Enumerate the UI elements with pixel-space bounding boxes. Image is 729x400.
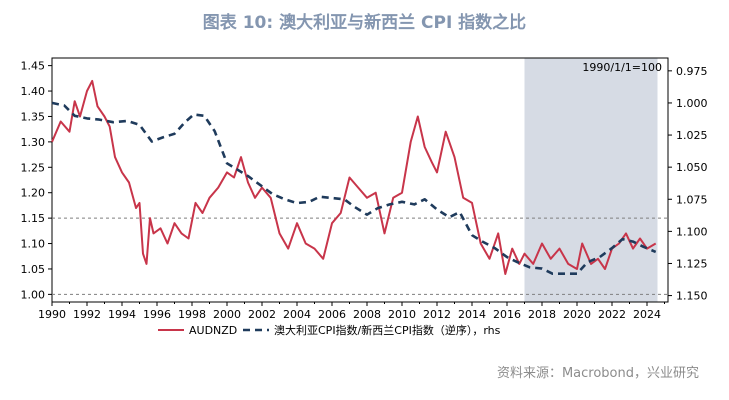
x-tick-label: 1992 bbox=[73, 308, 101, 321]
y-left-tick-label: 1.00 bbox=[21, 288, 46, 301]
shaded-region bbox=[524, 58, 658, 302]
y-left-tick-label: 1.35 bbox=[21, 110, 46, 123]
x-tick-label: 2010 bbox=[388, 308, 416, 321]
x-tick-label: 1996 bbox=[143, 308, 171, 321]
x-tick-label: 1994 bbox=[108, 308, 136, 321]
legend-label-1: 澳大利亚CPI指数/新西兰CPI指数（逆序），rhs bbox=[274, 323, 501, 337]
x-tick-label: 2022 bbox=[598, 308, 626, 321]
y-right-tick-label: 0.975 bbox=[676, 65, 708, 78]
annotation-label: 1990/1/1=100 bbox=[582, 61, 662, 74]
legend-label-0: AUDNZD bbox=[189, 324, 237, 337]
y-right-tick-label: 1.000 bbox=[676, 97, 708, 110]
y-left-tick-label: 1.10 bbox=[21, 238, 46, 251]
y-right-tick-label: 1.025 bbox=[676, 129, 708, 142]
y-right-tick-label: 1.050 bbox=[676, 161, 708, 174]
series-line-1 bbox=[51, 101, 657, 276]
y-right-tick-label: 1.075 bbox=[676, 193, 708, 206]
chart-title: 图表 10: 澳大利亚与新西兰 CPI 指数之比 bbox=[202, 13, 527, 33]
y-right-tick-label: 1.150 bbox=[676, 290, 708, 303]
source-note: 资料来源：Macrobond，兴业研究 bbox=[496, 366, 699, 381]
y-left-tick-label: 1.05 bbox=[21, 263, 46, 276]
plot-frame bbox=[51, 57, 669, 303]
x-tick-label: 2016 bbox=[493, 308, 521, 321]
x-tick-label: 2004 bbox=[283, 308, 311, 321]
x-tick-label: 2020 bbox=[563, 308, 591, 321]
x-tick-label: 2008 bbox=[353, 308, 381, 321]
y-left-tick-label: 1.15 bbox=[21, 212, 46, 225]
x-tick-label: 1990 bbox=[38, 308, 66, 321]
y-right-tick-label: 1.100 bbox=[676, 225, 708, 238]
series-line-0 bbox=[51, 79, 657, 275]
y-left-tick-label: 1.20 bbox=[21, 187, 46, 200]
x-tick-label: 2014 bbox=[458, 308, 486, 321]
y-left-tick-label: 1.40 bbox=[21, 85, 46, 98]
y-right-tick-label: 1.125 bbox=[676, 257, 708, 270]
y-left-tick-label: 1.45 bbox=[21, 60, 46, 73]
x-tick-label: 2012 bbox=[423, 308, 451, 321]
x-tick-label: 2000 bbox=[213, 308, 241, 321]
y-left-tick-label: 1.25 bbox=[21, 161, 46, 174]
x-tick-label: 2024 bbox=[633, 308, 661, 321]
x-tick-label: 2006 bbox=[318, 308, 346, 321]
x-tick-label: 2002 bbox=[248, 308, 276, 321]
y-left-tick-label: 1.30 bbox=[21, 136, 46, 149]
x-tick-label: 2018 bbox=[528, 308, 556, 321]
x-tick-label: 1998 bbox=[178, 308, 206, 321]
